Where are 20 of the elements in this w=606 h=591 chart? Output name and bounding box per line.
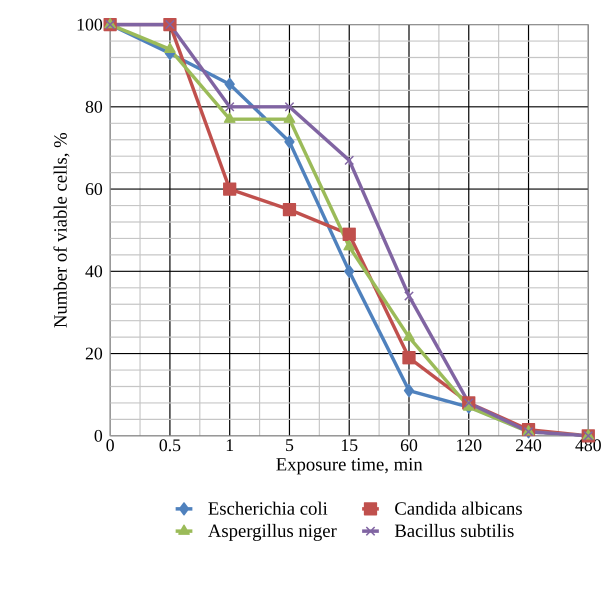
y-tick-label: 60 <box>86 182 102 195</box>
legend-label: Bacillus subtilis <box>394 524 514 537</box>
x-axis-title: Exposure time, min <box>276 458 422 474</box>
y-tick-label: 80 <box>86 100 102 113</box>
legend-label: Candida albicans <box>395 501 522 515</box>
x-tick-label: 0 <box>106 439 114 452</box>
legend-label: Escherichia coli <box>208 501 328 515</box>
x-tick-label: 5 <box>286 439 294 451</box>
x-tick-label: 1 <box>226 439 234 451</box>
x-tick-label: 60 <box>400 439 418 452</box>
legend-label: Aspergillus niger <box>208 524 337 541</box>
x-tick-label: 120 <box>457 439 482 452</box>
y-tick-label: 0 <box>94 430 102 442</box>
y-tick-label: 40 <box>85 265 102 278</box>
y-tick-label: 100 <box>78 18 102 30</box>
x-tick-label: 240 <box>516 439 542 452</box>
y-tick-label: 20 <box>86 347 102 360</box>
y-axis-title: Number of viable cells, % <box>53 132 70 328</box>
x-tick-label: 0.5 <box>160 439 180 452</box>
x-tick-label: 15 <box>342 439 358 452</box>
